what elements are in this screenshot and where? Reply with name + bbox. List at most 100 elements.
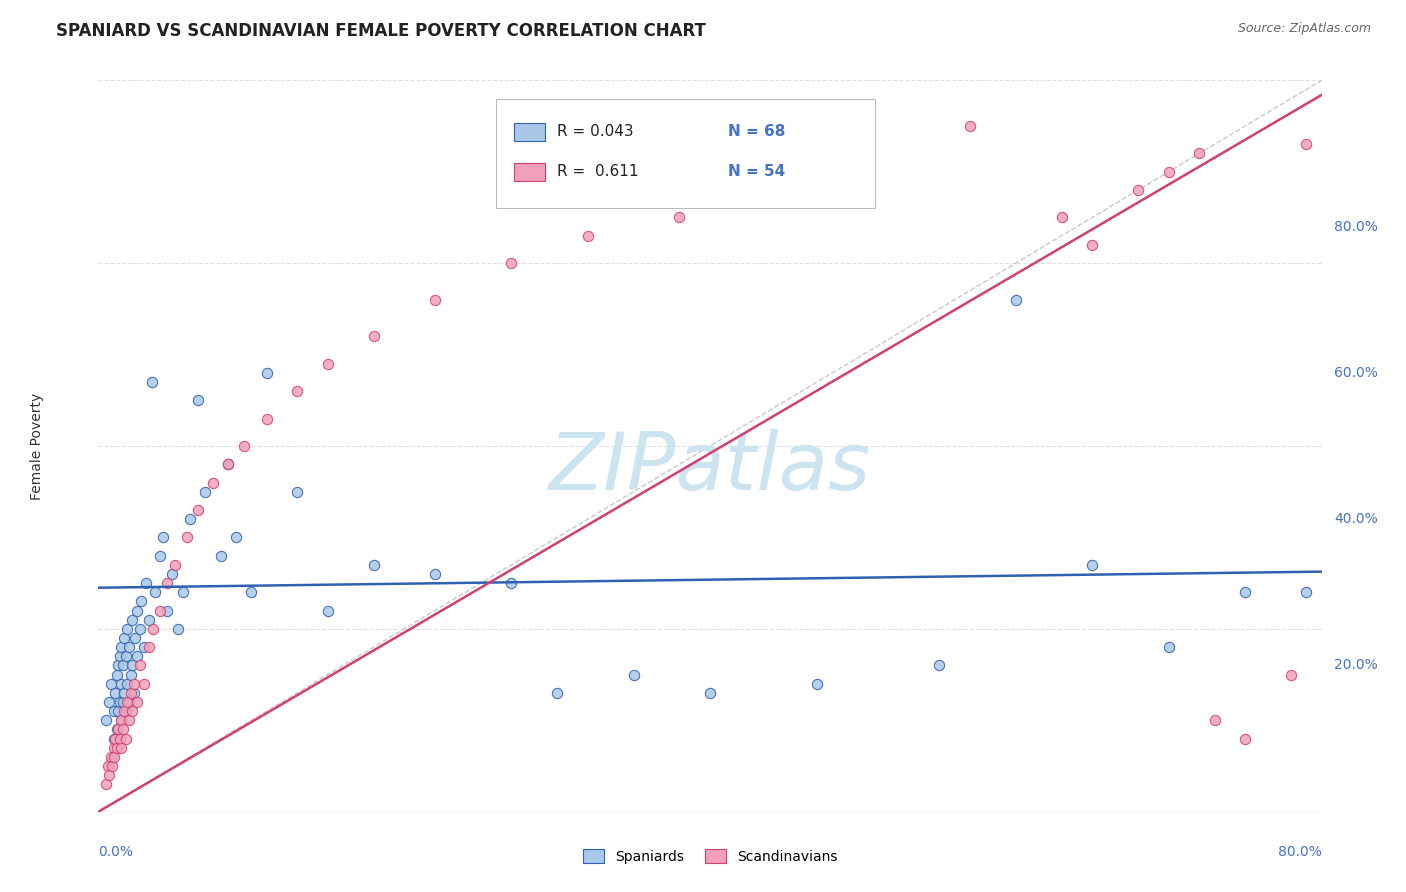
Point (1204, 714, 1226, 728)
Point (152, 530, 174, 544)
Point (1004, 293, 1026, 307)
Point (125, 603, 148, 617)
Point (124, 631, 146, 645)
Point (256, 411, 278, 425)
Point (852, 146, 875, 161)
Point (134, 640, 156, 655)
Point (110, 676, 132, 690)
Point (423, 567, 446, 582)
Point (110, 714, 132, 728)
Point (316, 357, 339, 371)
Point (179, 512, 201, 526)
Point (806, 676, 828, 690)
Point (108, 731, 131, 746)
Point (202, 475, 225, 490)
Text: R = 0.043: R = 0.043 (557, 124, 634, 139)
Point (423, 293, 446, 307)
Point (103, 731, 125, 746)
Point (107, 723, 129, 737)
Point (98, 695, 121, 709)
Point (668, 211, 690, 225)
Point (217, 458, 239, 472)
Point (97, 759, 120, 773)
Point (121, 613, 143, 627)
Text: Female Poverty: Female Poverty (31, 392, 44, 500)
Text: R =  0.611: R = 0.611 (557, 164, 638, 179)
Point (623, 667, 645, 681)
Legend: Spaniards, Scandinavians: Spaniards, Scandinavians (576, 842, 844, 871)
Point (100, 749, 122, 764)
Point (112, 704, 135, 718)
Point (100, 676, 122, 690)
Point (172, 585, 194, 599)
Point (110, 640, 132, 655)
Point (138, 613, 160, 627)
Point (1081, 238, 1104, 252)
Point (112, 686, 135, 700)
Point (122, 676, 145, 690)
Point (112, 631, 135, 645)
FancyBboxPatch shape (515, 163, 546, 181)
Point (156, 603, 179, 617)
Point (121, 704, 143, 718)
Point (1081, 558, 1104, 572)
Point (187, 393, 209, 408)
Point (232, 439, 254, 453)
Point (111, 695, 134, 709)
Point (316, 603, 339, 617)
Point (117, 676, 139, 690)
Point (115, 704, 138, 718)
Point (103, 704, 125, 718)
Point (1295, 137, 1317, 152)
Point (285, 484, 308, 499)
Text: N = 54: N = 54 (728, 164, 786, 179)
Point (285, 384, 308, 399)
Point (125, 649, 148, 664)
Point (103, 749, 125, 764)
Point (501, 576, 523, 591)
Point (160, 567, 183, 582)
Point (104, 686, 127, 700)
Text: 40.0%: 40.0% (1334, 512, 1378, 526)
Point (1188, 146, 1211, 161)
Point (167, 622, 190, 636)
Point (108, 695, 131, 709)
Point (129, 594, 152, 608)
Point (1295, 585, 1317, 599)
Point (107, 658, 129, 673)
Point (98, 768, 121, 782)
Point (108, 649, 131, 664)
Point (156, 576, 179, 591)
Point (1279, 667, 1302, 681)
Point (118, 714, 141, 728)
Text: 20.0%: 20.0% (1334, 658, 1378, 673)
Text: N = 68: N = 68 (728, 124, 786, 139)
Point (105, 723, 128, 737)
Text: 80.0%: 80.0% (1278, 845, 1322, 859)
Point (94, 714, 117, 728)
Text: 60.0%: 60.0% (1334, 366, 1378, 380)
Point (759, 183, 782, 197)
Point (122, 686, 145, 700)
Point (107, 704, 129, 718)
Point (128, 658, 150, 673)
Point (1234, 585, 1257, 599)
Point (111, 723, 134, 737)
Point (103, 740, 125, 755)
Point (104, 731, 127, 746)
Point (128, 622, 150, 636)
Point (163, 558, 186, 572)
Point (187, 503, 209, 517)
Point (110, 714, 132, 728)
Point (141, 375, 163, 389)
Point (135, 576, 157, 591)
Point (1157, 640, 1180, 655)
Point (117, 622, 139, 636)
Point (959, 119, 981, 133)
Point (118, 695, 141, 709)
Point (1234, 731, 1257, 746)
Point (149, 603, 172, 617)
Point (142, 622, 165, 636)
Point (363, 558, 385, 572)
Point (143, 585, 166, 599)
